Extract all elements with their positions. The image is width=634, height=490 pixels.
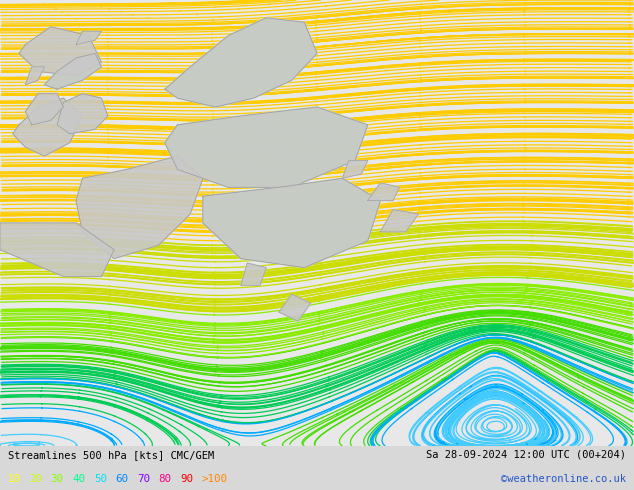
Polygon shape (76, 31, 101, 45)
Polygon shape (165, 18, 317, 107)
Polygon shape (203, 178, 380, 268)
Text: 70: 70 (137, 474, 150, 484)
Text: Sa 28-09-2024 12:00 UTC (00+204): Sa 28-09-2024 12:00 UTC (00+204) (427, 450, 626, 460)
Polygon shape (203, 178, 380, 268)
Text: 40: 40 (72, 474, 86, 484)
Polygon shape (241, 263, 266, 285)
Polygon shape (44, 53, 101, 89)
Polygon shape (279, 294, 311, 321)
Polygon shape (165, 107, 368, 187)
Polygon shape (380, 210, 418, 232)
Polygon shape (76, 156, 203, 259)
Polygon shape (165, 18, 317, 107)
Text: >100: >100 (202, 474, 228, 484)
Polygon shape (13, 98, 82, 156)
Polygon shape (368, 183, 399, 201)
Polygon shape (19, 27, 101, 76)
Text: Streamlines 500 hPa [kts] CMC/GEM: Streamlines 500 hPa [kts] CMC/GEM (8, 450, 214, 460)
Text: 60: 60 (115, 474, 129, 484)
Text: 90: 90 (180, 474, 193, 484)
Polygon shape (165, 107, 368, 187)
Polygon shape (25, 94, 63, 125)
Text: 20: 20 (29, 474, 42, 484)
Polygon shape (44, 53, 101, 89)
Polygon shape (342, 161, 368, 178)
Polygon shape (25, 67, 44, 85)
Text: ©weatheronline.co.uk: ©weatheronline.co.uk (501, 474, 626, 484)
Polygon shape (57, 94, 108, 134)
Text: 10: 10 (8, 474, 21, 484)
Text: 30: 30 (51, 474, 64, 484)
Text: 50: 50 (94, 474, 107, 484)
Polygon shape (0, 223, 114, 276)
Text: 80: 80 (158, 474, 172, 484)
